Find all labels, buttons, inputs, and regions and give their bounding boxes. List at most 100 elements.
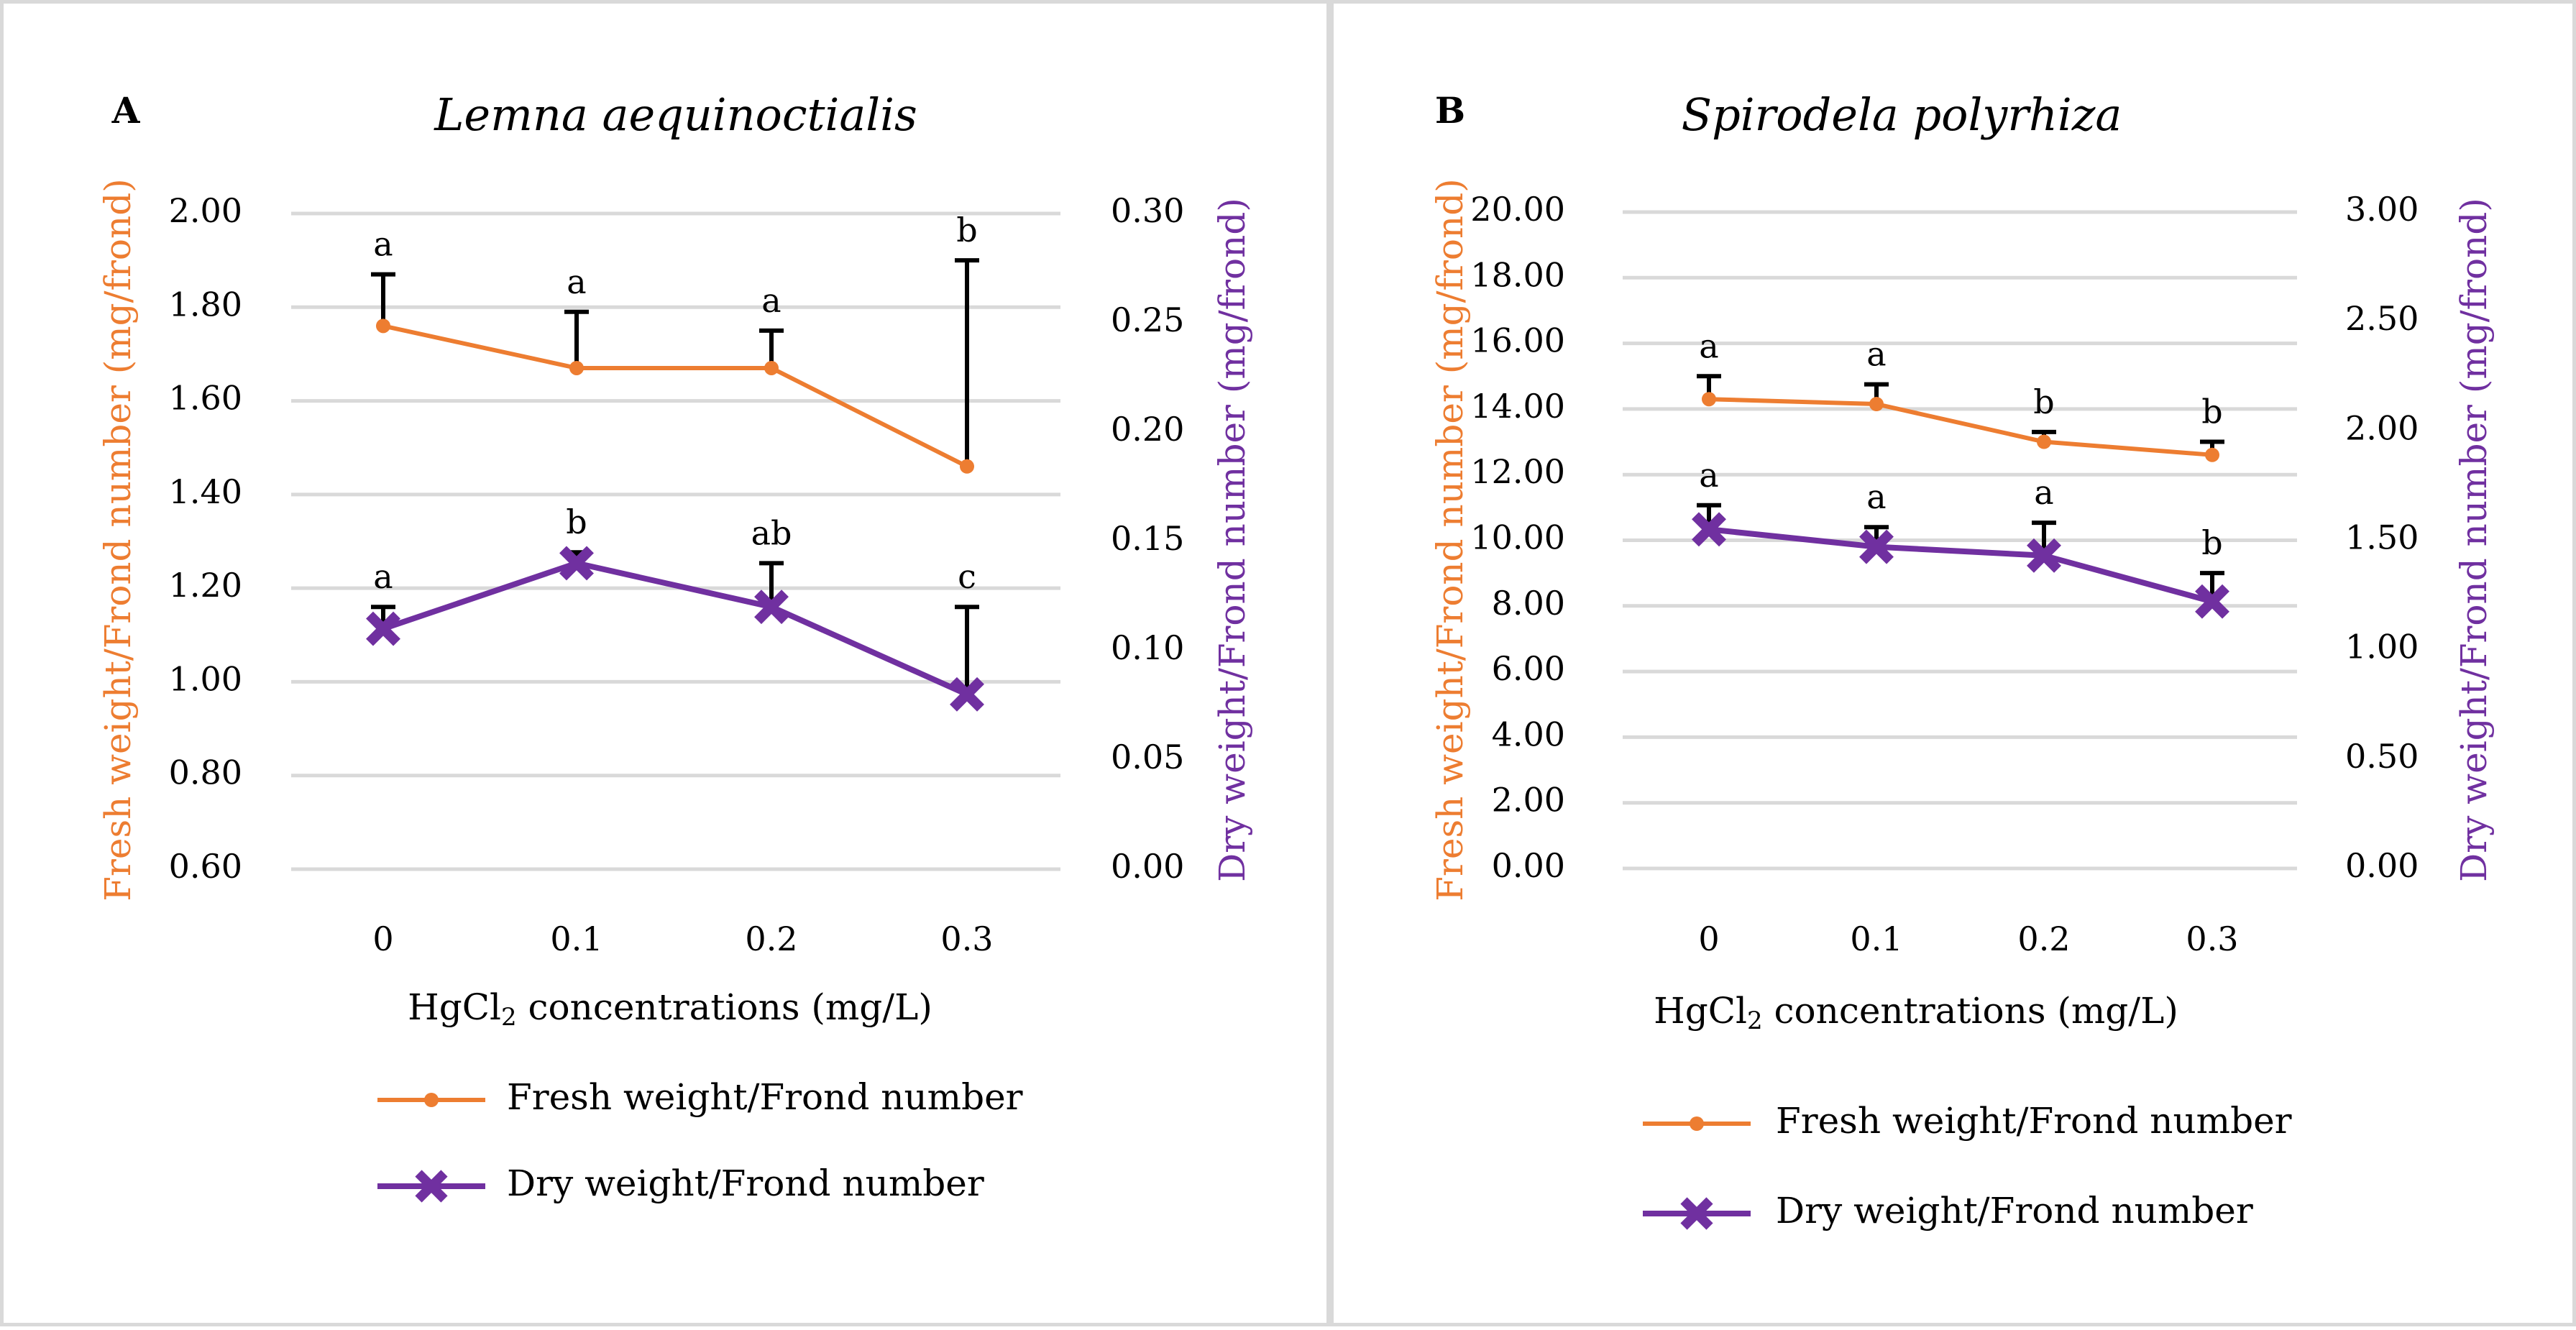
significance-letter: b [566,503,587,541]
x-axis-title: HgCl2 concentrations (mg/L) [1654,990,2178,1035]
legend-marker-x [415,1170,448,1203]
y-left-axis-title: Fresh weight/Frond number (mg/frond) [1429,178,1471,901]
x-tick-label: 0.1 [1850,919,1902,958]
y-left-tick-label: 4.00 [1492,715,1565,753]
x-axis-title-main: HgCl [408,986,501,1028]
significance-letter: a [1866,477,1886,516]
legend-marker-dot [1690,1116,1704,1131]
significance-letter: b [956,211,977,249]
y-left-tick-label: 1.80 [169,285,242,324]
data-point-dot [1702,392,1716,407]
legend-marker-x [1680,1197,1713,1230]
y-right-tick-label: 0.00 [2345,846,2419,885]
chart-title: Lemna aequinoctialis [434,88,917,141]
x-axis-title-subscript: 2 [1747,1006,1763,1035]
legend-marker-dot [424,1093,439,1107]
y-left-tick-label: 0.80 [169,753,242,792]
x-axis-title: HgCl2 concentrations (mg/L) [408,986,932,1032]
y-right-tick-label: 1.50 [2345,518,2419,557]
x-tick-label: 0 [372,919,393,958]
significance-letter: a [2034,473,2053,512]
y-left-tick-label: 12.00 [1470,452,1565,491]
data-point-x [366,611,400,646]
significance-letter: a [373,557,393,596]
y-right-tick-label: 0.20 [1111,410,1184,449]
y-left-tick-label: 10.00 [1470,518,1565,557]
data-point-dot [376,318,390,334]
y-right-tick-label: 0.15 [1111,519,1184,558]
panel-label: B [1435,89,1465,132]
y-right-tick-label: 0.50 [2345,737,2419,776]
x-axis-title-rest: concentrations (mg/L) [517,986,932,1028]
y-left-tick-label: 16.00 [1470,321,1565,360]
y-left-tick-label: 18.00 [1470,255,1565,294]
significance-letter: a [373,225,393,264]
y-right-tick-label: 0.10 [1111,628,1184,667]
legend-label: Fresh weight/Frond number [507,1076,1023,1118]
y-left-tick-label: 20.00 [1470,190,1565,229]
panel-label: A [111,89,141,132]
chart-a-svg: A Lemna aequinoctialis 0.60 0.80 1.00 1.20 1.4… [97,88,1253,1204]
legend-label: Fresh weight/Frond number [1776,1100,2292,1142]
significance-letter: a [761,281,781,320]
significance-letter: a [567,262,586,301]
data-point-x [950,677,984,712]
significance-letter: c [958,557,976,596]
series-line [382,560,968,697]
y-right-tick-label: 0.05 [1111,738,1184,776]
y-right-tick-label: 3.00 [2345,190,2419,229]
y-right-axis-title: Dry weight/Frond number (mg/frond) [1211,198,1253,882]
series-dry-weight: a a a b [1692,456,2229,619]
significance-letter: b [2201,393,2222,431]
y-right-tick-label: 0.30 [1111,191,1184,230]
data-point-dot [2205,447,2219,462]
chart-panel-a: A Lemna aequinoctialis 0.60 0.80 1.00 1.20 1.4… [0,0,1330,1326]
x-tick-label: 0 [1698,919,1719,958]
x-tick-label: 0.2 [2017,919,2070,958]
x-axis-title-rest: concentrations (mg/L) [1763,990,2178,1032]
series-line [1708,397,2213,457]
y-left-tick-label: 1.40 [169,472,242,511]
data-point-dot [960,459,974,474]
y-right-tick-label: 0.00 [1111,847,1184,886]
chart-panel-b: B Spirodela polyrhiza 0.00 2.00 4.00 6.00 8.00… [1330,0,2576,1326]
y-left-tick-label: 0.00 [1492,846,1565,885]
y-right-tick-label: 0.25 [1111,301,1184,339]
x-tick-label: 0.3 [2186,919,2238,958]
chart-title: Spirodela polyrhiza [1682,88,2122,141]
y-left-tick-label: 1.60 [169,379,242,418]
data-point-x [1859,529,1894,564]
data-point-x [559,546,594,581]
significance-letter: ab [751,513,792,552]
y-right-tick-label: 2.00 [2345,408,2419,447]
significance-letter: b [2201,523,2222,562]
y-left-tick-label: 2.00 [169,191,242,230]
y-right-tick-label: 2.50 [2345,299,2419,338]
significance-letter: a [1866,335,1886,374]
x-tick-label: 0.2 [745,919,797,958]
y-right-axis-title: Dry weight/Frond number (mg/frond) [2453,198,2495,882]
data-point-dot [569,360,584,375]
legend-label: Dry weight/Frond number [507,1162,984,1204]
data-point-dot [764,360,779,375]
significance-letter: a [1699,456,1718,495]
legend-label: Dry weight/Frond number [1776,1190,2253,1232]
y-left-tick-label: 2.00 [1492,781,1565,820]
data-point-x [2195,584,2229,619]
y-left-tick-label: 0.60 [169,847,242,886]
data-point-x [1692,512,1726,547]
data-point-x [2027,538,2061,573]
y-right-tick-label: 1.00 [2345,628,2419,666]
series-line [1708,526,2214,605]
chart-b-svg: B Spirodela polyrhiza 0.00 2.00 4.00 6.00 8.00… [1429,88,2495,1232]
y-left-tick-label: 14.00 [1470,387,1565,426]
y-left-tick-label: 1.20 [169,566,242,605]
x-tick-label: 0.1 [550,919,602,958]
series-dry-weight: ab abc [366,503,984,712]
y-left-tick-label: 1.00 [169,659,242,698]
data-point-dot [1869,397,1884,412]
x-axis-title-subscript: 2 [501,1003,517,1032]
data-point-dot [2037,434,2051,449]
y-left-axis-title: Fresh weight/Frond number (mg/frond) [97,178,139,901]
series-fresh-weight: a a b b [1697,326,2224,462]
